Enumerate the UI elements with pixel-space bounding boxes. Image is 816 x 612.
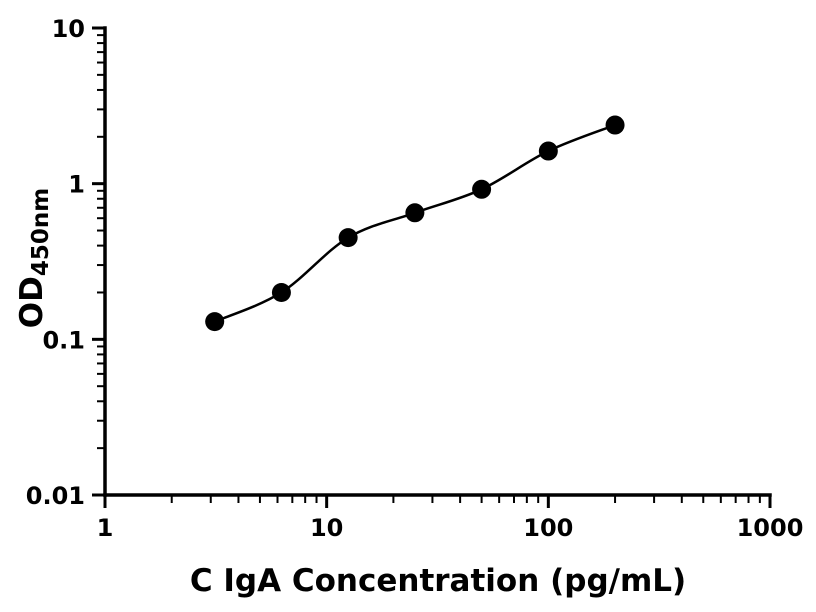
y-tick-label: 0.01 <box>26 482 85 510</box>
y-axis-title-main: OD <box>14 276 50 329</box>
data-point <box>605 115 625 135</box>
x-tick-label: 1 <box>97 514 114 542</box>
x-axis-title: C IgA Concentration (pg/mL) <box>189 563 687 599</box>
data-point <box>271 282 291 302</box>
y-tick-label: 10 <box>52 15 85 43</box>
x-tick-label: 10 <box>310 514 343 542</box>
y-tick-label: 1 <box>68 171 85 199</box>
y-tick-label: 0.1 <box>42 326 85 354</box>
y-axis-title: OD450nm <box>14 188 54 328</box>
x-tick-label: 1000 <box>737 514 804 542</box>
data-point <box>205 312 225 332</box>
x-tick-label: 100 <box>523 514 573 542</box>
data-point <box>405 203 425 223</box>
data-point <box>472 179 492 199</box>
y-axis-title-sub: 450nm <box>28 187 54 277</box>
data-point <box>538 141 558 161</box>
data-point <box>338 228 358 248</box>
